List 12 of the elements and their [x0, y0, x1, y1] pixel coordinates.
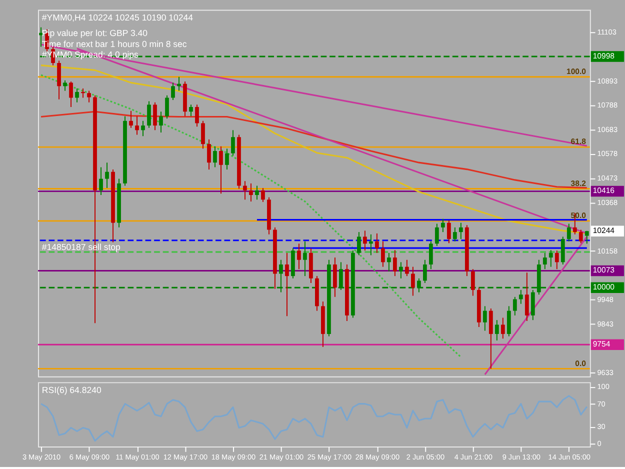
- ref-line-label: 10416: [592, 186, 615, 196]
- annotation: 61.8: [570, 137, 587, 146]
- ref-line-label: 10998: [592, 51, 615, 60]
- annotation: 0.0: [575, 358, 587, 368]
- annotation: 38.2: [570, 178, 587, 188]
- chart-title: RSI(6) 64.8240: [42, 384, 102, 395]
- ref-line-label: 10073: [592, 266, 615, 275]
- chart-title: #YMM0,H4 10224 10245 10190 10244: [42, 12, 194, 22]
- ref-line-label: 9754: [592, 340, 611, 349]
- annotation: 100.0: [566, 66, 587, 76]
- text: 10244: [592, 226, 616, 236]
- ref-line-label: 10000: [592, 282, 616, 292]
